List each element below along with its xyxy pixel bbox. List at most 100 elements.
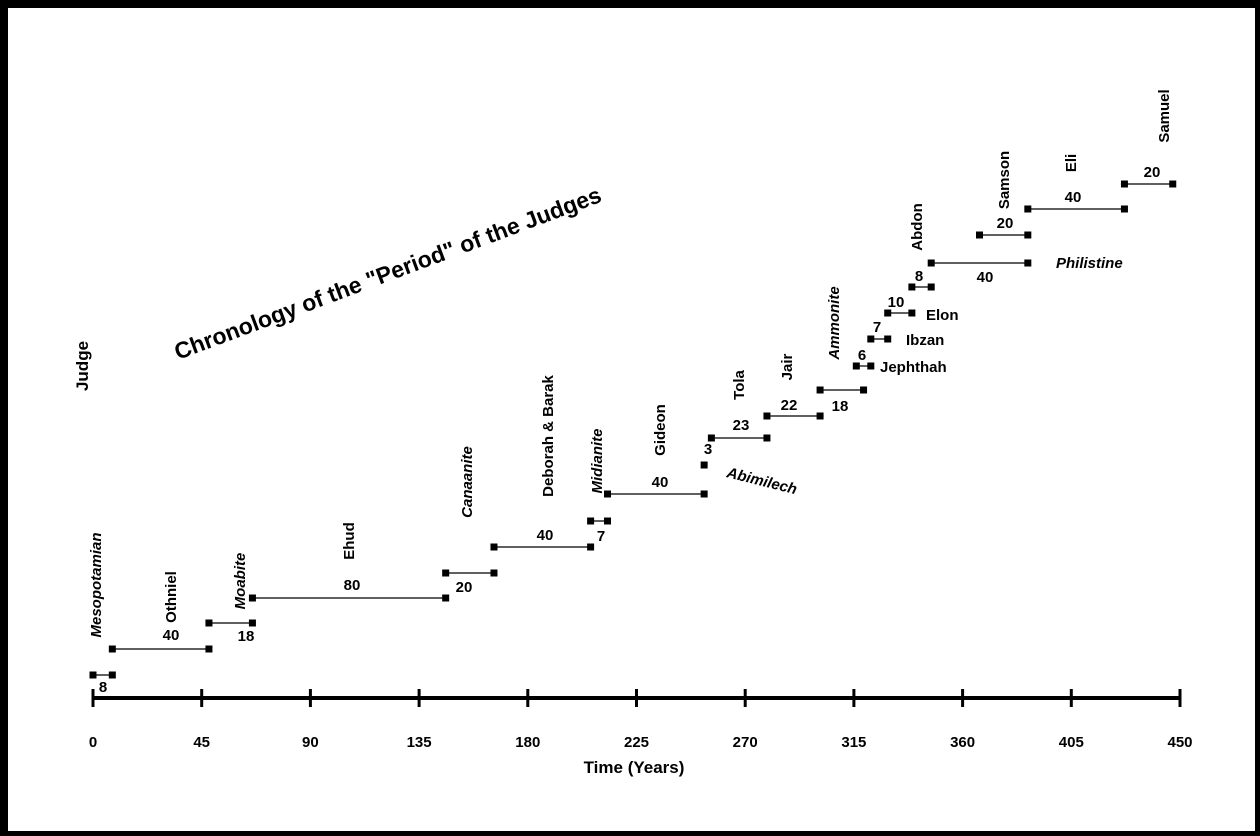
segment-start-marker <box>763 412 771 420</box>
segment-years-label: 3 <box>704 441 712 458</box>
segment-years-label: 18 <box>238 628 255 645</box>
timeline-segment: Jair 22 <box>763 353 824 420</box>
segment-years-label: 20 <box>456 579 473 596</box>
segment-start-marker <box>816 386 824 394</box>
segment-name-label: Ibzan <box>906 332 944 349</box>
segment-name-label: Eli <box>1063 154 1080 172</box>
timeline-segment: Samson 20 <box>976 151 1032 239</box>
segment-years-label: 8 <box>915 268 923 285</box>
timeline-segment: Jephthah 6 <box>852 347 947 376</box>
x-tick-label: 135 <box>407 734 432 751</box>
x-tick-label: 225 <box>624 734 649 751</box>
segment-end-marker <box>927 283 935 291</box>
x-tick-label: 360 <box>950 734 975 751</box>
timeline-segment: Abimilech 3 <box>700 441 799 498</box>
segment-name-label: Canaanite <box>459 446 476 518</box>
segment-start-marker <box>884 309 892 317</box>
segment-end-marker <box>1024 231 1032 239</box>
segment-years-label: 20 <box>997 215 1014 232</box>
segment-start-marker <box>867 335 875 343</box>
segment-end-marker <box>763 434 771 442</box>
timeline-segment: Abdon 8 <box>908 203 935 291</box>
segment-end-marker <box>867 362 875 370</box>
segment-years-label: 40 <box>652 474 669 491</box>
segment-end-marker <box>1024 259 1032 267</box>
timeline-segment: Midianite 7 <box>587 428 612 545</box>
segments: Mesopotamian 8 Othniel 40 Moabite 18 Ehud 80 Can… <box>88 89 1177 696</box>
x-tick-label: 90 <box>302 734 319 751</box>
timeline-segment: Deborah & Barak 40 <box>490 374 595 551</box>
timeline-segment: Tola 23 <box>707 369 771 442</box>
segment-name-label: Ammonite <box>826 286 843 360</box>
segment-name-label: Abdon <box>909 203 926 250</box>
timeline-segment: Eli 40 <box>1024 154 1128 213</box>
y-axis-label: Judge <box>73 341 92 391</box>
segment-end-marker <box>205 645 213 653</box>
segment-end-marker <box>816 412 824 420</box>
segment-end-marker <box>884 335 892 343</box>
x-tick-label: 270 <box>733 734 758 751</box>
segment-name-label: Moabite <box>232 553 249 610</box>
segment-years-label: 18 <box>832 398 849 415</box>
timeline-segment: Othniel 40 <box>108 571 213 653</box>
x-axis-label: Time (Years) <box>584 758 685 777</box>
segment-start-marker <box>707 434 715 442</box>
x-tick-label: 45 <box>193 734 210 751</box>
segment-start-marker <box>108 645 116 653</box>
segment-end-marker <box>1120 205 1128 213</box>
segment-years-label: 20 <box>1144 164 1161 181</box>
segment-start-marker <box>442 569 450 577</box>
x-tick-label: 450 <box>1167 734 1192 751</box>
segment-years-label: 8 <box>99 679 107 696</box>
segment-years-label: 7 <box>597 528 605 545</box>
segment-name-label: Abimilech <box>724 464 799 498</box>
segment-end-marker <box>490 569 498 577</box>
segment-start-marker <box>852 362 860 370</box>
segment-name-label: Othniel <box>163 571 180 623</box>
segment-name-label: Philistine <box>1056 255 1123 272</box>
timeline-segment: Ammonite 18 <box>816 286 868 415</box>
segment-start-marker <box>908 283 916 291</box>
segment-years-label: 40 <box>537 527 554 544</box>
segment-years-label: 80 <box>344 577 361 594</box>
segment-name-label: Samuel <box>1156 89 1173 142</box>
segment-name-label: Gideon <box>652 404 669 456</box>
segment-name-label: Mesopotamian <box>88 532 105 637</box>
segment-years-label: 40 <box>163 627 180 644</box>
segment-end-marker <box>604 517 612 525</box>
segment-years-label: 40 <box>977 269 994 286</box>
segment-years-label: 10 <box>888 294 905 311</box>
timeline-segment: Moabite 18 <box>205 553 256 645</box>
segment-years-label: 7 <box>873 319 881 336</box>
timeline-segment: Samuel 20 <box>1120 89 1177 188</box>
segment-start-marker <box>205 619 213 627</box>
segment-name-label: Ehud <box>341 522 358 560</box>
segment-start-marker <box>587 517 595 525</box>
segment-marker <box>700 461 708 469</box>
segment-start-marker <box>1024 205 1032 213</box>
segment-name-label: Jephthah <box>880 359 947 376</box>
x-axis: 0 45 90 135 180 225 270 315 360 405 450 <box>89 689 1193 751</box>
timeline-segment: Ehud 80 <box>248 522 450 602</box>
segment-start-marker <box>248 594 256 602</box>
segment-end-marker <box>248 619 256 627</box>
segment-start-marker <box>927 259 935 267</box>
timeline-segment: Elon 10 <box>884 294 959 324</box>
timeline-segment: Philistine 40 <box>927 255 1123 286</box>
segment-end-marker <box>860 386 868 394</box>
segment-years-label: 23 <box>733 417 750 434</box>
segment-start-marker <box>976 231 984 239</box>
segment-start-marker <box>604 490 612 498</box>
x-tick-label: 180 <box>515 734 540 751</box>
segment-end-marker <box>442 594 450 602</box>
segment-end-marker <box>587 543 595 551</box>
x-tick-label: 315 <box>841 734 866 751</box>
x-tick-label: 405 <box>1059 734 1084 751</box>
timeline-segment: Gideon 40 <box>604 404 708 498</box>
chart-title: Chronology of the "Period" of the Judges <box>171 181 605 364</box>
segment-name-label: Deborah & Barak <box>540 374 557 496</box>
segment-end-marker <box>1169 180 1177 188</box>
segment-start-marker <box>1120 180 1128 188</box>
segment-start-marker <box>490 543 498 551</box>
